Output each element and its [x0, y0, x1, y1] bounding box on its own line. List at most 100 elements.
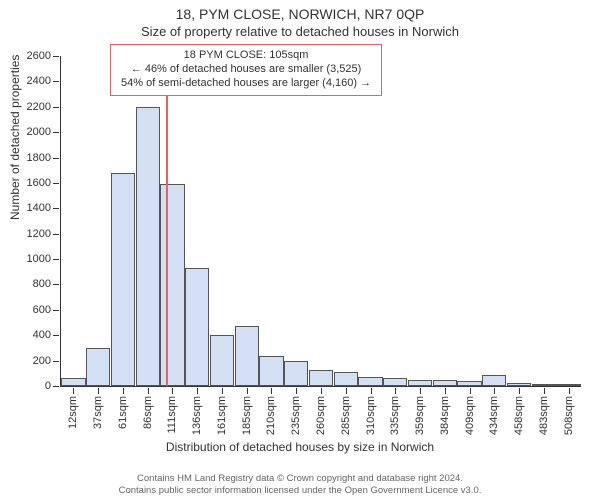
- histogram-bar: [433, 380, 457, 386]
- annotation-line3: 54% of semi-detached houses are larger (…: [121, 77, 371, 91]
- y-tick: [53, 386, 59, 387]
- histogram-bar: [556, 384, 580, 386]
- x-tick: [222, 388, 223, 394]
- y-tick: [53, 310, 59, 311]
- annotation-line2: ← 46% of detached houses are smaller (3,…: [121, 63, 371, 77]
- x-tick: [296, 388, 297, 394]
- x-tick-label: 458sqm: [513, 396, 525, 435]
- histogram-bar: [259, 356, 283, 386]
- footer-line2: Contains public sector information licen…: [0, 485, 600, 496]
- histogram-bar: [358, 377, 382, 386]
- x-tick: [544, 388, 545, 394]
- histogram-bar: [111, 173, 135, 386]
- histogram-bar: [185, 268, 209, 386]
- histogram-bar: [457, 381, 481, 386]
- histogram-bar: [309, 370, 333, 387]
- x-tick-label: 434sqm: [488, 396, 500, 435]
- y-tick-label: 600: [33, 304, 51, 316]
- y-axis-label: Number of detached properties: [8, 55, 22, 220]
- y-tick: [53, 132, 59, 133]
- marker-line: [166, 56, 168, 386]
- x-tick: [172, 388, 173, 394]
- footer-line1: Contains HM Land Registry data © Crown c…: [0, 473, 600, 484]
- plot-area: 0200400600800100012001400160018002000220…: [60, 56, 581, 387]
- footer-attribution: Contains HM Land Registry data © Crown c…: [0, 473, 600, 496]
- x-tick: [420, 388, 421, 394]
- x-tick-label: 86sqm: [142, 396, 154, 429]
- x-tick: [569, 388, 570, 394]
- x-tick: [123, 388, 124, 394]
- y-tick-label: 1000: [27, 253, 51, 265]
- y-tick-label: 1600: [27, 177, 51, 189]
- x-tick: [346, 388, 347, 394]
- y-tick: [53, 56, 59, 57]
- y-tick: [53, 208, 59, 209]
- x-tick: [197, 388, 198, 394]
- x-tick-label: 111sqm: [166, 396, 178, 434]
- x-tick: [73, 388, 74, 394]
- chart-container: 18, PYM CLOSE, NORWICH, NR7 0QP Size of …: [0, 0, 600, 500]
- x-tick-label: 483sqm: [538, 396, 550, 435]
- histogram-bar: [235, 326, 259, 386]
- x-tick-label: 384sqm: [439, 396, 451, 435]
- y-tick: [53, 183, 59, 184]
- annotation-line1: 18 PYM CLOSE: 105sqm: [121, 49, 371, 63]
- x-tick: [98, 388, 99, 394]
- y-tick: [53, 335, 59, 336]
- x-tick: [371, 388, 372, 394]
- y-tick-label: 400: [33, 329, 51, 341]
- x-tick-label: 136sqm: [191, 396, 203, 435]
- y-tick-label: 2000: [27, 126, 51, 138]
- x-tick: [445, 388, 446, 394]
- x-tick-label: 285sqm: [340, 396, 352, 435]
- x-tick-label: 210sqm: [265, 396, 277, 435]
- y-tick: [53, 284, 59, 285]
- x-tick-label: 12sqm: [67, 396, 79, 429]
- histogram-bar: [408, 380, 432, 386]
- x-tick-label: 185sqm: [241, 396, 253, 435]
- page-title-line2: Size of property relative to detached ho…: [0, 24, 600, 39]
- x-tick-label: 260sqm: [315, 396, 327, 435]
- histogram-bar: [532, 384, 556, 386]
- y-tick: [53, 158, 59, 159]
- histogram-bar: [334, 372, 358, 386]
- x-tick: [271, 388, 272, 394]
- histogram-bar: [383, 378, 407, 386]
- y-tick-label: 0: [45, 380, 51, 392]
- y-tick: [53, 234, 59, 235]
- histogram-bar: [86, 348, 110, 386]
- x-tick-label: 310sqm: [365, 396, 377, 435]
- histogram-bar: [61, 378, 85, 386]
- y-tick-label: 1400: [27, 202, 51, 214]
- x-tick-label: 335sqm: [389, 396, 401, 435]
- x-tick-label: 37sqm: [92, 396, 104, 429]
- x-tick-label: 359sqm: [414, 396, 426, 435]
- histogram-bar: [136, 107, 160, 386]
- x-tick: [247, 388, 248, 394]
- x-tick: [321, 388, 322, 394]
- x-tick-label: 409sqm: [464, 396, 476, 435]
- y-tick-label: 2200: [27, 101, 51, 113]
- x-tick: [470, 388, 471, 394]
- histogram-bar: [210, 335, 234, 386]
- plot-inner: 0200400600800100012001400160018002000220…: [61, 56, 581, 386]
- x-tick: [148, 388, 149, 394]
- x-tick: [494, 388, 495, 394]
- y-tick: [53, 259, 59, 260]
- y-tick: [53, 361, 59, 362]
- x-tick: [519, 388, 520, 394]
- histogram-bar: [507, 383, 531, 386]
- y-tick: [53, 81, 59, 82]
- x-tick-label: 61sqm: [117, 396, 129, 429]
- page-title-line1: 18, PYM CLOSE, NORWICH, NR7 0QP: [0, 6, 600, 22]
- x-tick-label: 161sqm: [216, 396, 228, 435]
- x-tick-label: 235sqm: [290, 396, 302, 435]
- histogram-bar: [284, 361, 308, 386]
- y-tick-label: 800: [33, 278, 51, 290]
- y-tick: [53, 107, 59, 108]
- annotation-box: 18 PYM CLOSE: 105sqm ← 46% of detached h…: [110, 44, 382, 96]
- y-tick-label: 1800: [27, 152, 51, 164]
- y-tick-label: 200: [33, 355, 51, 367]
- x-tick-label: 508sqm: [563, 396, 575, 435]
- y-tick-label: 1200: [27, 228, 51, 240]
